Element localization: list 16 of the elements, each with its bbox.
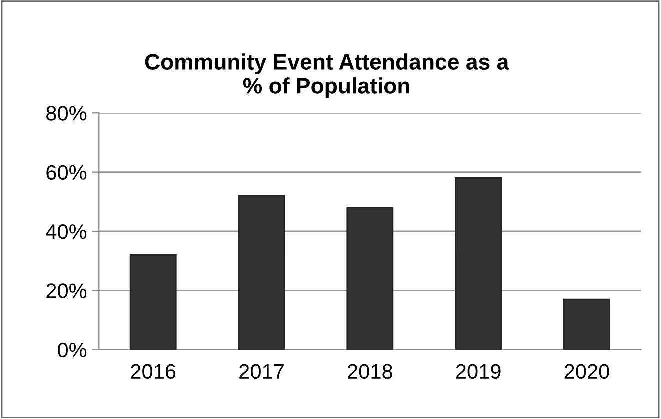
y-tick-label: 40% [46,224,87,240]
bar [238,195,286,350]
y-tick-label: 80% [46,106,87,121]
bar [564,298,610,350]
x-tick-label: 2016 [131,364,176,380]
bar [130,254,177,350]
x-tick-label: 2017 [240,364,284,380]
y-tick-label: 20% [46,284,87,298]
x-tick-label: 2020 [564,364,610,380]
chart-title: Community Event Attendance as a % of Population [145,54,510,98]
x-tick-label: 2018 [348,364,392,380]
bar [455,178,502,350]
y-tick-label: 0% [58,342,87,358]
bar [346,207,394,350]
x-tick-label: 2019 [456,364,501,380]
y-tick-label: 60% [46,165,87,180]
